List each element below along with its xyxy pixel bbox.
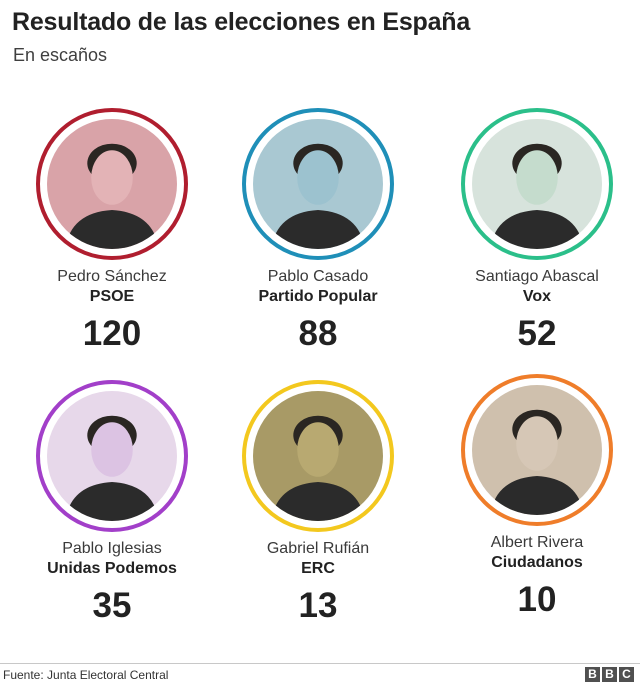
result-card-psoe: Pedro Sánchez PSOE 120 (7, 108, 217, 354)
result-card-vox: Santiago Abascal Vox 52 (432, 108, 640, 354)
bbc-logo-letter: C (619, 667, 634, 682)
source-note: Fuente: Junta Electoral Central (3, 668, 169, 682)
person-silhouette-icon (47, 391, 177, 521)
candidate-photo (47, 391, 177, 521)
page-title: Resultado de las elecciones en España (12, 8, 471, 36)
result-card-unidas-podemos: Pablo Iglesias Unidas Podemos 35 (7, 380, 217, 626)
bbc-logo-letter: B (602, 667, 617, 682)
person-silhouette-icon (253, 119, 383, 249)
candidate-photo (472, 385, 602, 515)
person-silhouette-icon (253, 391, 383, 521)
candidate-photo (253, 119, 383, 249)
seat-count: 13 (298, 586, 338, 625)
person-silhouette-icon (47, 119, 177, 249)
result-card-erc: Gabriel Rufián ERC 13 (213, 380, 423, 626)
bbc-logo: B B C (585, 667, 634, 682)
party-name: Ciudadanos (491, 554, 583, 571)
person-silhouette-icon (472, 385, 602, 515)
person-silhouette-icon (472, 119, 602, 249)
seat-count: 88 (298, 314, 338, 353)
seat-count: 35 (92, 586, 132, 625)
candidate-name: Santiago Abascal (475, 268, 599, 285)
portrait-ring (36, 108, 188, 260)
candidate-name: Pablo Casado (267, 268, 369, 285)
candidate-name: Pablo Iglesias (62, 540, 162, 557)
bbc-logo-letter: B (585, 667, 600, 682)
candidate-name: Albert Rivera (490, 534, 584, 551)
portrait-ring (36, 380, 188, 532)
party-name: Partido Popular (258, 288, 378, 305)
portrait-ring (242, 380, 394, 532)
party-name: PSOE (89, 288, 135, 305)
candidate-photo (472, 119, 602, 249)
portrait-ring (461, 108, 613, 260)
candidate-photo (253, 391, 383, 521)
party-name: Vox (522, 288, 552, 305)
candidate-photo (47, 119, 177, 249)
seat-count: 52 (517, 314, 557, 353)
portrait-ring (461, 374, 613, 526)
party-name: ERC (301, 560, 335, 577)
result-card-pp: Pablo Casado Partido Popular 88 (213, 108, 423, 354)
candidate-name: Gabriel Rufián (266, 540, 370, 557)
seat-count: 120 (82, 314, 142, 353)
candidate-name: Pedro Sánchez (57, 268, 167, 285)
footer-divider (0, 663, 640, 664)
seat-count: 10 (517, 580, 557, 619)
result-card-ciudadanos: Albert Rivera Ciudadanos 10 (432, 374, 640, 620)
portrait-ring (242, 108, 394, 260)
page-subtitle: En escaños (13, 45, 108, 65)
party-name: Unidas Podemos (47, 560, 177, 577)
